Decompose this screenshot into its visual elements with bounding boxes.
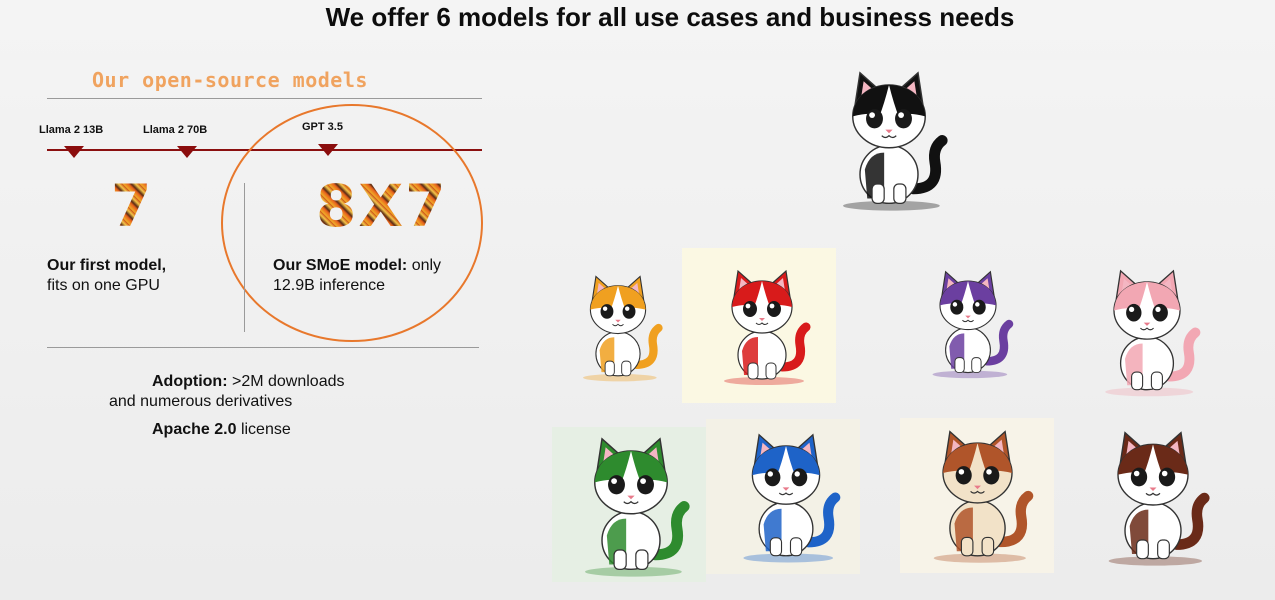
marker-triangle-llama-13b bbox=[64, 146, 84, 158]
model-8x7-description: Our SMoE model: only 12.9B inference bbox=[273, 256, 473, 296]
marker-label-llama-70b: Llama 2 70B bbox=[143, 124, 208, 136]
model-8x7-number: 8X7 bbox=[316, 172, 448, 240]
brown-beige-cat-icon bbox=[933, 430, 1034, 563]
blue-cat-icon bbox=[743, 433, 841, 563]
license-rest: license bbox=[240, 421, 291, 438]
orange-cat-icon bbox=[583, 275, 663, 382]
license-bold: Apache 2.0 bbox=[152, 421, 237, 438]
green-cat-icon bbox=[585, 437, 690, 577]
license-text: Apache 2.0 license bbox=[152, 420, 291, 440]
top-divider bbox=[47, 98, 482, 99]
model-7-bold: Our first model, bbox=[47, 257, 167, 274]
adoption-count: >2M downloads bbox=[231, 373, 345, 390]
dark-brown-cat-icon bbox=[1108, 431, 1210, 566]
marker-label-llama-13b: Llama 2 13B bbox=[39, 124, 104, 136]
adoption-bold: Adoption: bbox=[152, 373, 228, 390]
red-cat-icon bbox=[724, 269, 811, 385]
adoption-derivatives: and numerous derivatives bbox=[109, 393, 293, 410]
adoption-text: Adoption: >2M downloads and numerous der… bbox=[109, 372, 409, 412]
model-7-number: 7 bbox=[111, 172, 154, 240]
pink-cat-icon bbox=[1105, 269, 1201, 397]
model-8x7-bold: Our SMoE model: bbox=[273, 257, 408, 274]
marker-triangle-llama-70b bbox=[177, 146, 197, 158]
section-title: Our open-source models bbox=[92, 68, 368, 92]
model-7-description: Our first model, fits on one GPU bbox=[47, 256, 237, 296]
black-white-cat-icon bbox=[843, 71, 948, 211]
model-8x7-rest: only 12.9B inference bbox=[273, 257, 442, 294]
highlight-circle bbox=[221, 104, 483, 342]
bottom-divider bbox=[47, 347, 479, 348]
purple-cat-icon bbox=[932, 270, 1014, 379]
model-7-rest: fits on one GPU bbox=[47, 277, 160, 294]
slide-title: We offer 6 models for all use cases and … bbox=[325, 2, 1015, 32]
vertical-divider bbox=[244, 183, 245, 332]
